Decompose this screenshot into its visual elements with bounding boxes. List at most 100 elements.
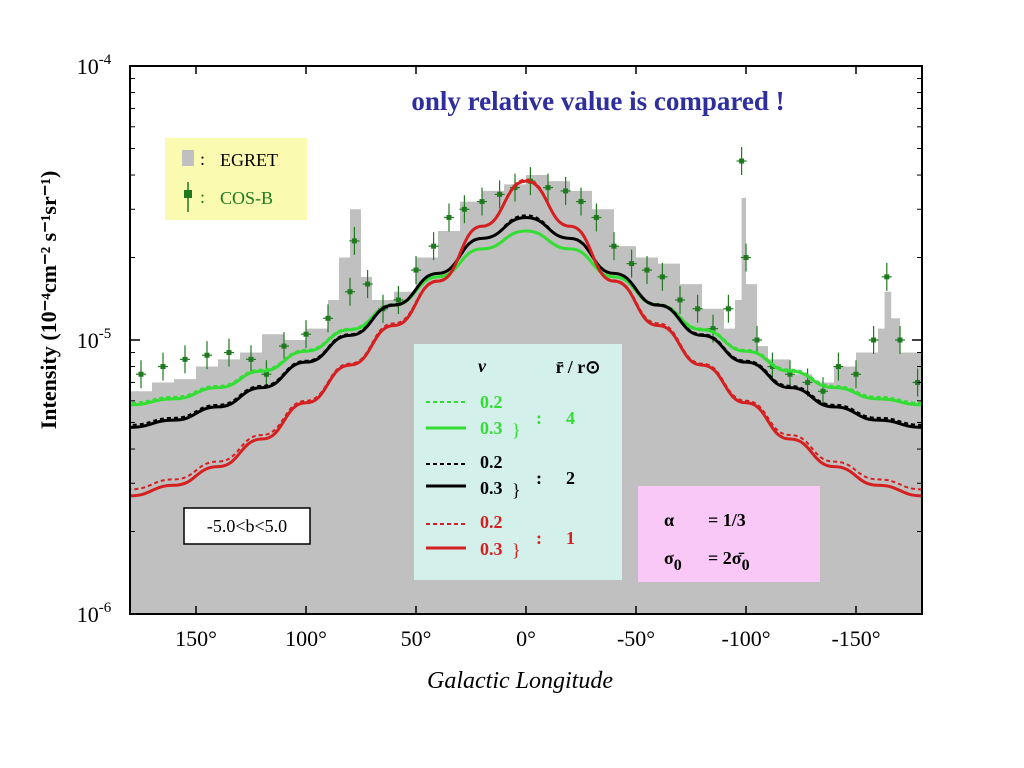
cosb-point xyxy=(261,360,272,389)
cosb-marker xyxy=(413,267,419,273)
cosb-marker xyxy=(578,199,584,205)
cosb-marker xyxy=(431,243,437,249)
param-alpha-symbol: α xyxy=(664,510,674,530)
legend-egret-colon: : xyxy=(200,149,205,169)
cosb-marker xyxy=(593,214,599,220)
cosb-marker xyxy=(897,337,903,343)
model-row-green-nu-b: 0.3 xyxy=(480,418,503,438)
model-row-red-nu-a: 0.2 xyxy=(480,512,503,532)
legend-egret-label: EGRET xyxy=(220,150,278,170)
model-row-red-colon: : xyxy=(536,528,542,548)
cosb-marker xyxy=(743,255,749,261)
model-legend-r-header: r̄ / r⊙ xyxy=(556,357,601,377)
x-tick-label: 0° xyxy=(516,626,536,651)
cosb-marker xyxy=(281,343,287,349)
cosb-point xyxy=(609,232,619,261)
cosb-point xyxy=(477,187,487,216)
model-row-black-nu-a: 0.2 xyxy=(480,452,503,472)
cosb-marker xyxy=(160,364,166,370)
cosb-point xyxy=(246,345,256,374)
legend-egret-swatch xyxy=(182,150,194,166)
y-axis-label-text: Intensity (10⁻⁴cm⁻² s⁻¹sr⁻¹) xyxy=(36,171,61,430)
cosb-point xyxy=(642,256,652,285)
cosb-marker xyxy=(710,326,716,332)
cosb-point xyxy=(180,345,190,374)
cosb-marker xyxy=(611,243,617,249)
param-box: α = 1/3 σ0 = 2σ̄0 xyxy=(638,486,820,582)
cosb-marker xyxy=(820,388,826,394)
cosb-point xyxy=(444,203,454,232)
cosb-marker xyxy=(787,371,793,377)
cosb-marker xyxy=(303,331,309,337)
cosb-marker xyxy=(805,379,811,385)
cosb-marker xyxy=(871,337,877,343)
cosb-marker xyxy=(629,261,635,267)
series-black-solid xyxy=(129,215,923,429)
cosb-point xyxy=(626,249,637,278)
cosb-marker xyxy=(351,238,357,244)
cosb-point xyxy=(741,243,751,272)
param-sigma-value-sub: 0 xyxy=(742,557,750,574)
cosb-point xyxy=(345,277,355,306)
cosb-marker xyxy=(347,289,353,295)
x-tick-label: 100° xyxy=(285,626,327,651)
cosb-marker xyxy=(395,297,401,303)
legend-cosb-colon: : xyxy=(200,187,205,207)
model-row-black-value: 2 xyxy=(566,468,575,488)
cosb-point xyxy=(362,270,373,299)
cosb-point xyxy=(202,341,212,370)
cosb-point xyxy=(851,360,861,389)
cosb-marker xyxy=(204,352,210,358)
latitude-box-frame xyxy=(183,507,311,545)
cosb-point xyxy=(459,195,470,224)
cosb-point xyxy=(323,304,333,333)
series-red-solid xyxy=(129,179,923,498)
x-axis-label: Galactic Longitude xyxy=(427,668,613,694)
model-row-black-brace: } xyxy=(512,480,521,500)
legend: : EGRET : COS-B xyxy=(165,138,307,220)
cosb-point xyxy=(752,326,762,354)
cosb-point xyxy=(279,332,289,361)
cosb-marker xyxy=(325,315,331,321)
x-tick-label: -150° xyxy=(831,626,880,651)
model-row-black-nu-b: 0.3 xyxy=(480,478,503,498)
cosb-marker xyxy=(248,356,254,362)
cosb-point xyxy=(692,294,703,323)
cosb-marker xyxy=(545,185,551,191)
cosb-point xyxy=(657,262,668,291)
param-sigma-value: = 2σ̄0 xyxy=(708,548,750,574)
cosb-point xyxy=(736,147,747,176)
cosb-point xyxy=(785,360,795,389)
model-legend-nu-header: ν xyxy=(478,356,487,376)
cosb-marker xyxy=(365,281,371,287)
cosb-marker xyxy=(853,371,859,377)
cosb-marker xyxy=(754,337,760,343)
y-tick-label: 10-6 xyxy=(77,600,112,627)
cosb-point xyxy=(833,352,844,381)
cosb-point xyxy=(428,232,439,261)
legend-cosb-marker xyxy=(184,190,192,198)
cosb-point xyxy=(158,352,168,381)
cosb-point xyxy=(224,338,234,367)
cosb-point xyxy=(895,326,905,354)
cosb-point xyxy=(818,377,828,406)
model-row-red-nu-b: 0.3 xyxy=(480,539,503,559)
cosb-marker xyxy=(659,274,665,280)
model-row-green-value: 4 xyxy=(566,408,575,428)
param-sigma-symbol: σ xyxy=(664,548,674,568)
model-row-green-colon: : xyxy=(536,408,542,428)
model-row-red-brace: } xyxy=(512,540,521,560)
cosb-marker xyxy=(677,297,683,303)
cosb-point xyxy=(576,187,586,216)
y-axis-label: Intensity (10⁻⁴cm⁻² s⁻¹sr⁻¹) xyxy=(36,171,61,430)
cosb-marker xyxy=(497,191,503,197)
series-green-solid xyxy=(129,229,923,407)
model-legend-box xyxy=(414,344,622,580)
model-layer xyxy=(129,178,923,498)
x-tick-label: -100° xyxy=(721,626,770,651)
cosb-marker xyxy=(461,206,467,212)
latitude-box: -5.0<b<5.0 xyxy=(183,507,311,545)
x-tick-label: -50° xyxy=(617,626,655,651)
cosb-point xyxy=(349,226,360,255)
cosb-point xyxy=(301,320,311,349)
